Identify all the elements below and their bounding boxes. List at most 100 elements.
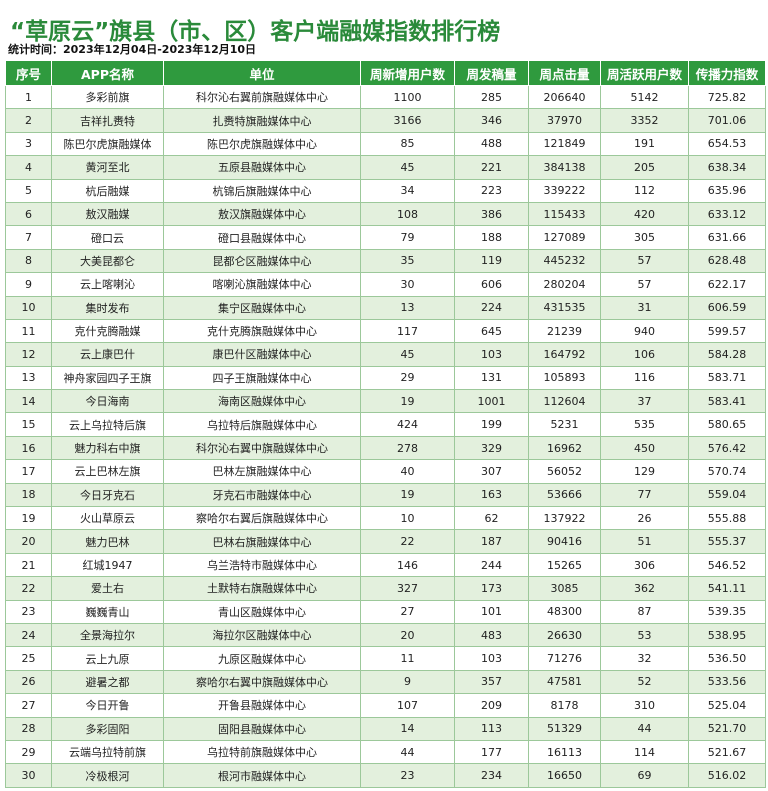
cell-unit: 海拉尔区融媒体中心 (163, 622, 361, 648)
cell-app-name: 今日海南 (51, 389, 164, 414)
cell-weekly-clicks: 47581 (528, 669, 601, 695)
cell-rank: 4 (5, 155, 52, 180)
table-header-row: 序号 APP名称 单位 周新增用户数 周发稿量 周点击量 周活跃用户数 传播力指数 (5, 60, 766, 86)
cell-weekly-clicks: 127089 (528, 225, 601, 250)
cell-weekly-new-users: 45 (360, 342, 455, 367)
table-row: 29 云端乌拉特前旗 乌拉特前旗融媒体中心 44 177 16113 114 521.67 (5, 739, 766, 765)
cell-weekly-posts: 357 (454, 669, 529, 695)
cell-weekly-active-users: 106 (600, 342, 689, 367)
cell-weekly-new-users: 27 (360, 599, 455, 624)
cell-rank: 18 (5, 482, 52, 508)
cell-rank: 1 (5, 84, 52, 110)
cell-weekly-posts: 199 (454, 412, 529, 437)
cell-app-name: 今日牙克石 (51, 482, 164, 508)
cell-unit: 四子王旗融媒体中心 (163, 365, 361, 391)
cell-influence-index: 631.66 (688, 225, 766, 250)
cell-influence-index: 584.28 (688, 342, 766, 367)
table-row: 27 今日开鲁 开鲁县融媒体中心 107 209 8178 310 525.04 (5, 693, 766, 718)
cell-weekly-clicks: 37970 (528, 108, 601, 133)
cell-weekly-active-users: 77 (600, 482, 689, 508)
table-row: 10 集时发布 集宁区融媒体中心 13 224 431535 31 606.59 (5, 295, 766, 320)
cell-weekly-new-users: 19 (360, 482, 455, 508)
cell-app-name: 集时发布 (51, 295, 164, 320)
cell-app-name: 火山草原云 (51, 506, 164, 531)
table-row: 19 火山草原云 察哈尔右翼后旗融媒体中心 10 62 137922 26 555.88 (5, 506, 766, 531)
cell-app-name: 敖汉融媒 (51, 201, 164, 227)
cell-rank: 8 (5, 248, 52, 274)
cell-rank: 29 (5, 739, 52, 765)
cell-unit: 察哈尔右翼后旗融媒体中心 (163, 506, 361, 531)
cell-app-name: 今日开鲁 (51, 693, 164, 718)
cell-weekly-active-users: 306 (600, 552, 689, 578)
table-row: 26 避暑之都 察哈尔右翼中旗融媒体中心 9 357 47581 52 533.56 (5, 669, 766, 695)
cell-rank: 9 (5, 272, 52, 297)
column-header-weekly-active-users: 周活跃用户数 (600, 60, 689, 86)
cell-weekly-active-users: 52 (600, 669, 689, 695)
cell-weekly-posts: 101 (454, 599, 529, 624)
cell-weekly-new-users: 34 (360, 178, 455, 203)
page-title: “草原云”旗县（市、区）客户端融媒指数排行榜 (10, 19, 501, 45)
table-row: 23 巍巍青山 青山区融媒体中心 27 101 48300 87 539.35 (5, 599, 766, 624)
table-row: 3 陈巴尔虎旗融媒体 陈巴尔虎旗融媒体中心 85 488 121849 191 654.53 (5, 131, 766, 157)
cell-weekly-posts: 187 (454, 529, 529, 554)
cell-weekly-posts: 113 (454, 716, 529, 741)
statistics-period: 统计时间：2023年12月04日-2023年12月10日 (8, 43, 257, 56)
cell-weekly-new-users: 424 (360, 412, 455, 437)
cell-weekly-posts: 224 (454, 295, 529, 320)
cell-weekly-posts: 606 (454, 272, 529, 297)
cell-rank: 7 (5, 225, 52, 250)
cell-weekly-active-users: 32 (600, 646, 689, 671)
cell-weekly-new-users: 327 (360, 576, 455, 601)
cell-weekly-clicks: 71276 (528, 646, 601, 671)
ranking-table: 序号 APP名称 单位 周新增用户数 周发稿量 周点击量 周活跃用户数 传播力指数 1 多彩前旗… (5, 60, 766, 788)
cell-weekly-active-users: 129 (600, 459, 689, 484)
table-row: 12 云上康巴什 康巴什区融媒体中心 45 103 164792 106 584.28 (5, 342, 766, 367)
cell-rank: 14 (5, 389, 52, 414)
cell-weekly-posts: 645 (454, 318, 529, 344)
cell-weekly-posts: 131 (454, 365, 529, 391)
cell-weekly-posts: 386 (454, 201, 529, 227)
cell-weekly-new-users: 1100 (360, 84, 455, 110)
cell-weekly-active-users: 114 (600, 739, 689, 765)
cell-app-name: 吉祥扎赉特 (51, 108, 164, 133)
cell-rank: 5 (5, 178, 52, 203)
cell-rank: 22 (5, 576, 52, 601)
cell-weekly-posts: 307 (454, 459, 529, 484)
cell-rank: 6 (5, 201, 52, 227)
cell-unit: 乌拉特前旗融媒体中心 (163, 739, 361, 765)
cell-weekly-new-users: 13 (360, 295, 455, 320)
cell-weekly-active-users: 44 (600, 716, 689, 741)
cell-rank: 11 (5, 318, 52, 344)
cell-influence-index: 606.59 (688, 295, 766, 320)
cell-weekly-new-users: 14 (360, 716, 455, 741)
cell-weekly-new-users: 40 (360, 459, 455, 484)
cell-weekly-posts: 163 (454, 482, 529, 508)
table-row: 18 今日牙克石 牙克石市融媒体中心 19 163 53666 77 559.04 (5, 482, 766, 508)
cell-unit: 青山区融媒体中心 (163, 599, 361, 624)
cell-weekly-posts: 488 (454, 131, 529, 157)
table-row: 22 爱土右 土默特右旗融媒体中心 327 173 3085 362 541.11 (5, 576, 766, 601)
cell-rank: 10 (5, 295, 52, 320)
cell-unit: 敖汉旗融媒体中心 (163, 201, 361, 227)
table-row: 14 今日海南 海南区融媒体中心 19 1001 112604 37 583.41 (5, 389, 766, 414)
cell-influence-index: 725.82 (688, 84, 766, 110)
cell-weekly-new-users: 3166 (360, 108, 455, 133)
cell-app-name: 红城1947 (51, 552, 164, 578)
cell-influence-index: 555.88 (688, 506, 766, 531)
cell-weekly-new-users: 22 (360, 529, 455, 554)
cell-influence-index: 570.74 (688, 459, 766, 484)
cell-weekly-new-users: 19 (360, 389, 455, 414)
cell-influence-index: 580.65 (688, 412, 766, 437)
cell-influence-index: 638.34 (688, 155, 766, 180)
cell-weekly-clicks: 339222 (528, 178, 601, 203)
table-row: 5 杭后融媒 杭锦后旗融媒体中心 34 223 339222 112 635.96 (5, 178, 766, 203)
cell-unit: 固阳县融媒体中心 (163, 716, 361, 741)
cell-influence-index: 576.42 (688, 435, 766, 461)
cell-app-name: 避暑之都 (51, 669, 164, 695)
cell-unit: 科尔沁右翼中旗融媒体中心 (163, 435, 361, 461)
cell-weekly-clicks: 445232 (528, 248, 601, 274)
cell-influence-index: 541.11 (688, 576, 766, 601)
cell-weekly-clicks: 15265 (528, 552, 601, 578)
cell-app-name: 全景海拉尔 (51, 622, 164, 648)
cell-weekly-active-users: 53 (600, 622, 689, 648)
